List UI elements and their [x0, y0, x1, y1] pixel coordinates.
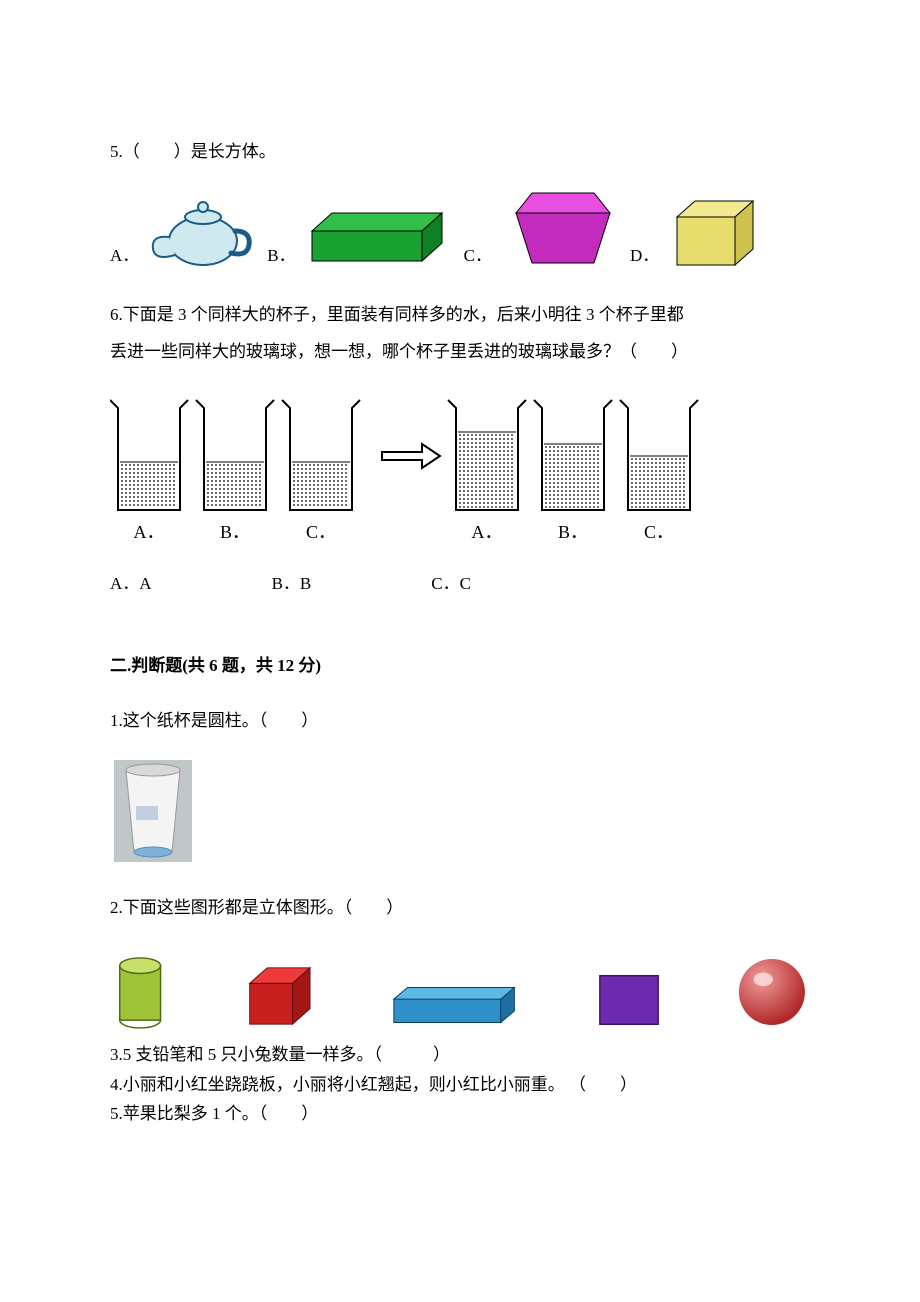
q5-choice-b: B．	[267, 203, 451, 273]
purple-square-icon	[594, 969, 664, 1031]
q6-answers: A．A B．B C．C	[110, 570, 810, 597]
worksheet-page: 5.（ ）是长方体。 A． B． C． D．	[0, 0, 920, 1189]
beakers-diagram: A． B． C． A． B． C．	[110, 390, 710, 550]
q5-choices: A． B． C． D．	[110, 183, 810, 273]
blue-cuboid-icon	[388, 981, 524, 1031]
teapot-icon	[145, 185, 255, 273]
s2-q2-shapes	[110, 951, 810, 1031]
cylinder-icon	[110, 951, 170, 1031]
paper-cup-icon	[110, 756, 196, 866]
q5-label-b: B．	[267, 242, 295, 269]
svg-text:C．: C．	[306, 522, 336, 542]
q6-text-line2: 丢进一些同样大的玻璃球，想一想，哪个杯子里丢进的玻璃球最多？（ ）	[110, 338, 810, 365]
s2-q3-text: 3.5 支铅笔和 5 只小兔数量一样多。（ ）	[110, 1041, 810, 1068]
q5-label-d: D．	[630, 242, 659, 269]
svg-text:A．: A．	[134, 522, 165, 542]
q5-label-c: C．	[464, 242, 492, 269]
svg-text:C．: C．	[644, 522, 674, 542]
q6-text-line1: 6.下面是 3 个同样大的杯子，里面装有同样多的水，后来小明往 3 个杯子里都	[110, 301, 810, 328]
s2-q5-text: 5.苹果比梨多 1 个。（ ）	[110, 1100, 810, 1127]
q5-choice-d: D．	[630, 193, 765, 273]
svg-text:A．: A．	[472, 522, 503, 542]
q5-text: 5.（ ）是长方体。	[110, 138, 810, 165]
red-cube-icon	[240, 961, 318, 1031]
magenta-prism-icon	[498, 183, 618, 273]
q6-answer-a: A．A	[110, 570, 152, 597]
section2-title: 二.判断题(共 6 题，共 12 分)	[110, 652, 810, 679]
q5-choice-a: A．	[110, 185, 255, 273]
yellow-cube-icon	[665, 193, 765, 273]
green-cuboid-icon	[302, 203, 452, 273]
s2-q2-text: 2.下面这些图形都是立体图形。（ ）	[110, 894, 810, 921]
svg-text:B．: B．	[220, 522, 250, 542]
svg-text:B．: B．	[558, 522, 588, 542]
q5-choice-c: C．	[464, 183, 618, 273]
q6-answer-c: C．C	[431, 570, 471, 597]
red-sphere-icon	[734, 953, 810, 1031]
q6-answer-b: B．B	[272, 570, 312, 597]
q5-label-a: A．	[110, 242, 139, 269]
s2-q4-text: 4.小丽和小红坐跷跷板，小丽将小红翘起，则小红比小丽重。 （ ）	[110, 1071, 810, 1098]
s2-q1-text: 1.这个纸杯是圆柱。（ ）	[110, 707, 810, 734]
